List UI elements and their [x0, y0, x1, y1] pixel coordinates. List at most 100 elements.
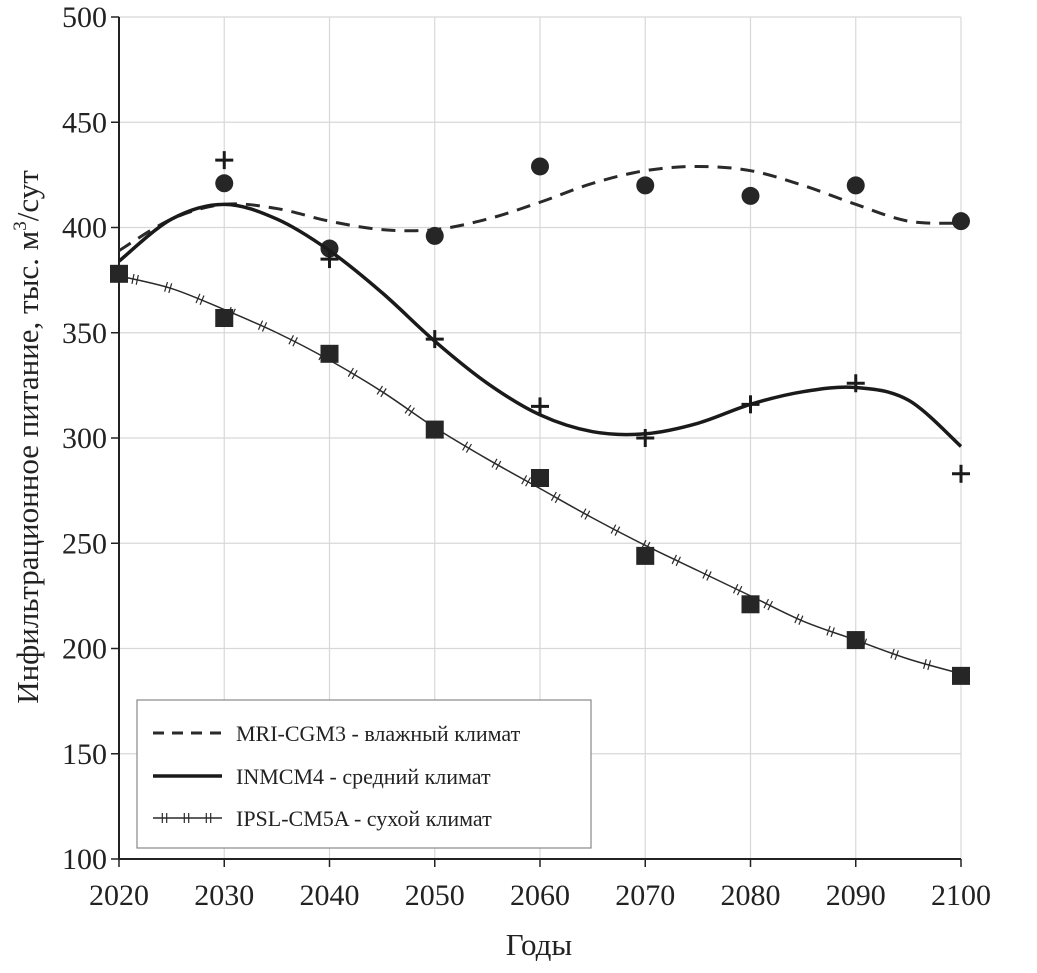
series-3-point: [215, 309, 234, 328]
series-1-trend-line: [118, 164, 962, 252]
series-2-point: [425, 330, 444, 349]
hatch-mark: [767, 600, 773, 611]
hatch-mark: [351, 370, 358, 380]
hatch-mark: [164, 281, 169, 292]
hatch-mark: [131, 273, 135, 284]
series-3-point: [110, 264, 128, 283]
series-1-point: [741, 186, 760, 205]
y-axis-label-main: Инфильтрационное питание, тыс. м: [10, 231, 45, 704]
series-2-point: [846, 374, 865, 393]
hatch-mark: [380, 388, 387, 398]
x-tick-label: 2040: [300, 879, 360, 912]
legend-label-2: INMCM4 - средний климат: [236, 764, 491, 789]
y-axis-label-tail: /сут: [10, 170, 45, 221]
y-axis-label: Инфильтрационное питание, тыс. м3/сут: [10, 170, 45, 704]
series-2-point: [320, 250, 339, 269]
hatch-mark: [584, 510, 591, 520]
y-tick-label: 100: [62, 843, 107, 876]
hatch-mark: [376, 385, 384, 395]
hatch-mark: [525, 477, 531, 487]
y-tick-label: 350: [62, 317, 107, 350]
x-tick-label: 2070: [615, 879, 675, 912]
hatch-mark: [580, 508, 587, 518]
series-2: [117, 151, 970, 483]
series-1-point: [846, 176, 865, 195]
hatch-mark: [292, 337, 298, 347]
hatch-mark: [763, 598, 770, 609]
x-axis-label: Годы: [506, 927, 573, 962]
series-3-point: [741, 595, 760, 614]
y-tick-label: 200: [62, 633, 107, 666]
series-1-point: [215, 174, 234, 193]
series-1-point: [425, 226, 444, 245]
hatch-mark: [550, 491, 557, 501]
hatch-mark: [554, 493, 561, 504]
hatch-mark: [495, 460, 502, 470]
series-layer: [110, 151, 970, 685]
series-3: [110, 264, 970, 685]
legend-label-3: IPSL-CM5A - сухой климат: [236, 806, 492, 831]
legend-box: [136, 699, 592, 849]
hatch-mark: [798, 615, 804, 626]
x-tick-label: 2100: [931, 879, 991, 912]
x-tick-label: 2060: [510, 879, 570, 912]
series-1-point: [531, 157, 549, 176]
hatch-mark: [404, 404, 412, 414]
x-tick-label: 2080: [721, 879, 781, 912]
hatch-mark: [794, 613, 800, 624]
series-3-point: [425, 420, 444, 439]
legend: MRI-CGM3 - влажный климат INMCM4 - средни…: [136, 699, 592, 849]
hatch-mark: [465, 443, 472, 453]
hatch-mark: [347, 367, 354, 378]
hatch-mark: [521, 475, 528, 485]
y-tick-label: 450: [62, 106, 107, 139]
series-1: [118, 157, 970, 258]
series-2-point: [741, 395, 760, 414]
hatch-mark: [408, 407, 415, 417]
x-tick-label: 2030: [194, 879, 254, 912]
series-2-point: [952, 464, 970, 483]
x-tick-label: 2090: [826, 879, 886, 912]
y-tick-label: 250: [62, 527, 107, 560]
series-3-trend-line: [118, 275, 962, 675]
y-tick-label: 400: [62, 212, 107, 245]
hatch-mark: [923, 658, 927, 669]
series-3-point: [636, 546, 655, 565]
series-1-point: [952, 212, 970, 231]
series-2-point: [636, 429, 655, 447]
hatch-mark: [261, 322, 268, 332]
series-3-point: [952, 666, 970, 685]
hatch-mark: [671, 554, 677, 565]
hatch-mark: [732, 583, 739, 594]
hatch-mark: [462, 441, 469, 451]
axes: 2020 2030 2040 2050 2060 2070 2080 2090 2100 100 1…: [62, 1, 991, 912]
series-2-point: [215, 151, 234, 170]
hatch-mark: [288, 335, 294, 345]
hatch-mark: [195, 293, 201, 304]
hatch-mark: [675, 556, 681, 567]
hatch-mark: [894, 650, 899, 661]
y-tick-label: 500: [62, 1, 107, 34]
hatch-mark: [168, 283, 173, 294]
y-tick-label: 300: [62, 422, 107, 455]
series-1-point: [636, 176, 655, 195]
hatch-mark: [614, 526, 621, 536]
hatch-mark: [257, 320, 264, 330]
hatch-mark: [491, 458, 498, 468]
hatch-mark: [826, 625, 831, 636]
hatch-mark: [702, 569, 708, 579]
series-2-point: [531, 397, 549, 416]
hatch-mark: [199, 295, 205, 305]
hatch-mark: [610, 524, 617, 534]
y-axis-label-superscript: 3: [10, 221, 31, 231]
hatch-mark: [135, 274, 139, 285]
x-tick-label: 2050: [405, 879, 465, 912]
hatch-mark: [830, 627, 835, 638]
hatch-mark: [736, 585, 743, 596]
series-2-trend-line: [117, 202, 963, 448]
y-tick-label: 150: [62, 738, 107, 771]
series-3-point: [531, 468, 549, 487]
legend-label-1: MRI-CGM3 - влажный климат: [236, 721, 521, 746]
series-3-point: [320, 344, 339, 363]
